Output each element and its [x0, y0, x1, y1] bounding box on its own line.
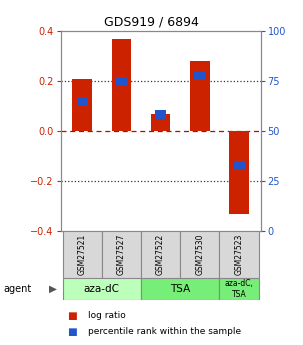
- Bar: [151, 114, 170, 131]
- Text: GSM27521: GSM27521: [78, 234, 87, 275]
- Text: GDS919 / 6894: GDS919 / 6894: [104, 16, 199, 29]
- Bar: [141, 231, 180, 278]
- Bar: [62, 231, 102, 278]
- Text: ▶: ▶: [49, 284, 57, 294]
- Text: GSM27522: GSM27522: [156, 234, 165, 275]
- Bar: [141, 278, 219, 300]
- Text: aza-dC,
TSA: aza-dC, TSA: [225, 279, 253, 299]
- Text: GSM27527: GSM27527: [117, 234, 126, 275]
- Bar: [72, 79, 92, 131]
- Bar: [234, 161, 245, 170]
- Text: TSA: TSA: [170, 284, 190, 294]
- Bar: [77, 97, 88, 106]
- Bar: [229, 131, 249, 214]
- Text: GSM27523: GSM27523: [235, 234, 244, 275]
- Bar: [116, 77, 127, 86]
- Text: agent: agent: [3, 284, 31, 294]
- Bar: [102, 231, 141, 278]
- Text: ■: ■: [67, 311, 76, 321]
- Bar: [194, 71, 205, 80]
- Bar: [219, 231, 259, 278]
- Text: ■: ■: [67, 327, 76, 337]
- Text: percentile rank within the sample: percentile rank within the sample: [88, 327, 241, 336]
- Bar: [219, 278, 259, 300]
- Bar: [190, 61, 210, 131]
- Bar: [62, 278, 141, 300]
- Text: log ratio: log ratio: [88, 311, 126, 320]
- Bar: [112, 39, 131, 131]
- Text: GSM27530: GSM27530: [195, 234, 204, 275]
- Bar: [155, 110, 166, 119]
- Bar: [180, 231, 219, 278]
- Text: aza-dC: aza-dC: [84, 284, 120, 294]
